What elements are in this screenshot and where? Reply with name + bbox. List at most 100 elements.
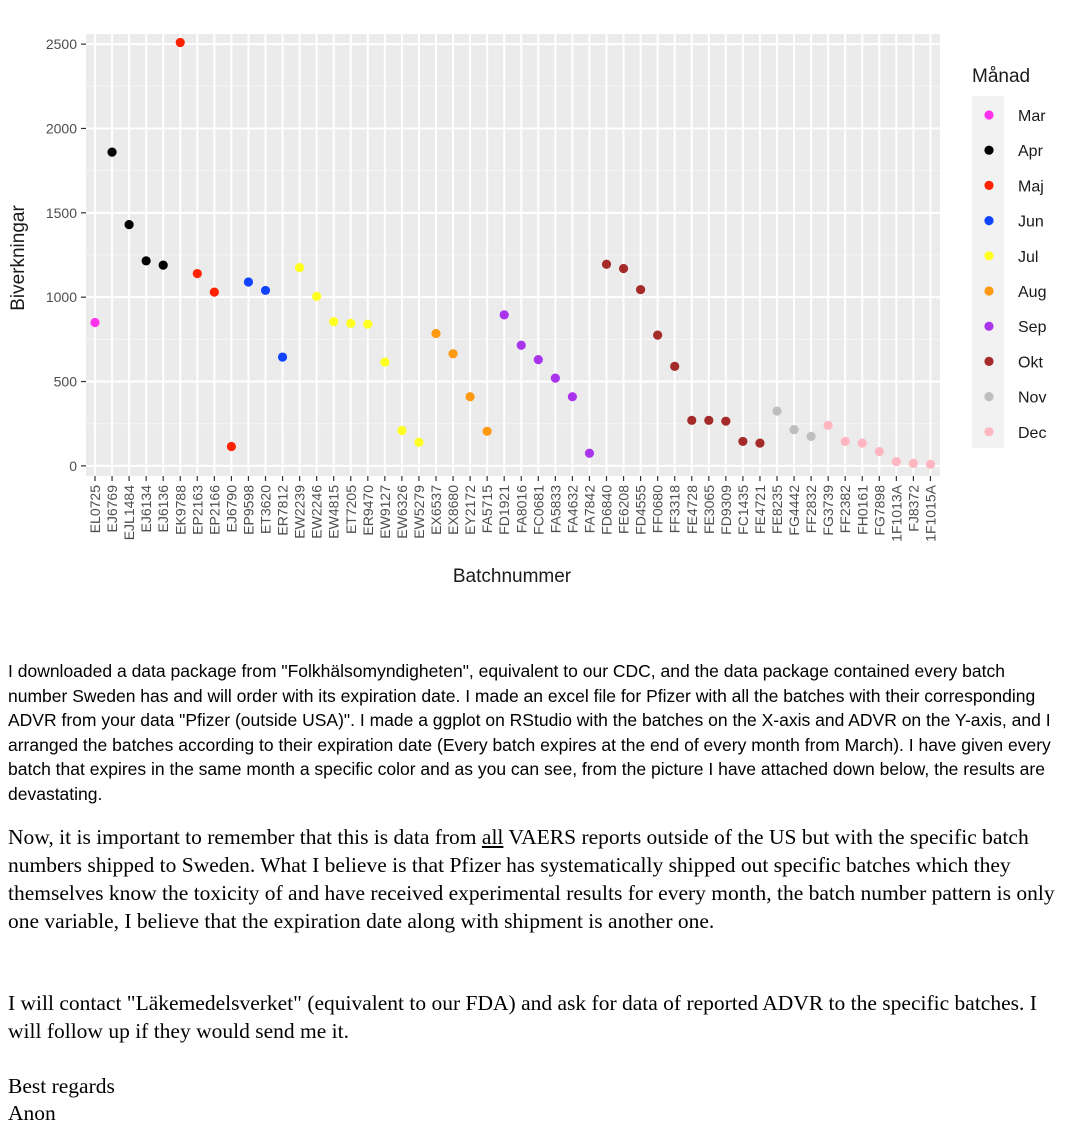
data-points — [90, 37, 936, 469]
paragraph-analysis-end: VAERS reports outside of the US but with… — [8, 825, 1055, 933]
legend-label-jun: Jun — [1018, 214, 1044, 231]
x-tick-label: FA7842 — [581, 485, 597, 533]
data-point-fd9309 — [721, 416, 731, 426]
data-point-fe8235 — [772, 406, 782, 416]
y-axis: 0 500 1000 1500 2000 2500 — [46, 36, 86, 474]
data-point-ew2246 — [312, 291, 322, 301]
data-point-fa5715 — [482, 426, 492, 436]
data-point-ff2832 — [806, 431, 816, 441]
data-point-ew4815 — [329, 317, 339, 327]
x-tick-label: FE8235 — [769, 485, 785, 534]
x-tick-label: FG4442 — [786, 485, 802, 536]
data-point-fj8372 — [908, 458, 919, 468]
x-tick-label: FE4728 — [684, 485, 700, 534]
data-point-er9470 — [363, 319, 373, 329]
x-tick-label: FD9309 — [718, 485, 734, 535]
data-point-fh0161 — [857, 438, 867, 448]
data-point-ew2239 — [295, 263, 305, 273]
grid-major — [86, 34, 940, 476]
x-tick-label: ET3620 — [258, 485, 274, 534]
x-tick-label: ER7812 — [275, 485, 291, 536]
data-point-et3620 — [260, 285, 271, 296]
data-point-fd1921 — [499, 310, 509, 320]
data-point-fg4442 — [789, 425, 799, 435]
x-tick-label: EW2239 — [292, 485, 308, 539]
data-point-el0725 — [90, 317, 100, 328]
underlined-word: all — [481, 825, 504, 849]
x-tick-label: EJL1484 — [121, 485, 137, 540]
paragraph-followup: I will contact "Läkemedelsverket" (equiv… — [8, 991, 1037, 1043]
legend-key-maj — [984, 180, 994, 190]
data-point-fd4555 — [636, 284, 646, 295]
y-tick-label: 0 — [69, 458, 77, 474]
x-tick-label: ET7205 — [343, 485, 359, 534]
data-point-ff2382 — [840, 436, 850, 447]
x-tick-label: EW9127 — [377, 485, 393, 539]
x-tick-label: FE3065 — [701, 485, 717, 534]
x-tick-label: FD1921 — [496, 485, 512, 535]
x-tick-label: 1F1015A — [922, 484, 938, 541]
x-tick-label: EJ6769 — [104, 485, 120, 533]
x-tick-label: FA8016 — [513, 485, 529, 533]
data-point-ey2172 — [465, 392, 475, 402]
legend-label-jul: Jul — [1018, 249, 1038, 266]
legend-label-nov: Nov — [1018, 390, 1046, 407]
data-point-ew9127 — [380, 357, 390, 367]
data-point-1f1015a — [925, 459, 936, 469]
legend-label-okt: Okt — [1018, 354, 1043, 371]
legend-key-aug — [984, 286, 994, 296]
legend-label-aug: Aug — [1018, 284, 1046, 301]
data-point-fa4632 — [567, 392, 578, 402]
data-point-ex6537 — [431, 328, 441, 339]
x-tick-label: EW2246 — [309, 485, 325, 539]
scatter-chart: 0 500 1000 1500 2000 2500 EL0725 EJ6769 EJL1484… — [8, 34, 1047, 587]
data-point-fc1435 — [738, 436, 748, 447]
x-tick-label: EL0725 — [87, 485, 103, 533]
data-point-fa7842 — [584, 448, 595, 458]
legend-key-nov — [984, 392, 994, 402]
x-tick-label: 1F1013A — [888, 484, 904, 541]
x-tick-label: EJ6136 — [155, 485, 171, 533]
data-point-fe6208 — [618, 263, 629, 274]
data-point-ep9598 — [243, 277, 254, 287]
y-tick-label: 500 — [54, 374, 78, 390]
data-point-er7812 — [277, 352, 288, 362]
data-point-ejl1484 — [124, 220, 134, 230]
x-tick-label: EJ6790 — [223, 485, 239, 533]
signature-name: Anon — [8, 1101, 56, 1125]
data-point-fe4728 — [687, 415, 697, 425]
legend-key-jun — [984, 216, 994, 226]
y-tick-label: 1000 — [46, 289, 77, 305]
x-tick-label: EW6326 — [394, 485, 410, 539]
legend-title: Månad — [972, 66, 1030, 87]
data-point-fc0681 — [533, 354, 543, 365]
data-point-ff0680 — [653, 330, 663, 340]
legend-key-jul — [984, 251, 994, 261]
x-tick-label: EP2163 — [189, 485, 205, 535]
data-point-fe3065 — [704, 415, 714, 425]
data-point-ep2163 — [192, 268, 202, 279]
legend-key-okt — [984, 356, 994, 366]
x-tick-label: FH0161 — [854, 485, 870, 535]
data-point-ff3318 — [670, 361, 680, 371]
data-point-fg3739 — [823, 420, 833, 430]
data-point-ej6134 — [141, 256, 151, 266]
data-point-fa5833 — [550, 373, 560, 383]
paragraph-analysis: Now, it is important to remember that th… — [8, 823, 1058, 935]
x-tick-label: EW5279 — [411, 485, 427, 539]
y-axis-title: Biverkningar — [8, 205, 29, 311]
paragraph-analysis-start: Now, it is important to remember that th… — [8, 825, 482, 849]
y-tick-label: 1500 — [46, 205, 77, 221]
legend-label-dec: Dec — [1018, 425, 1046, 442]
data-point-ej6136 — [158, 260, 168, 270]
data-point-1f1013a — [891, 457, 901, 467]
x-tick-label: FJ8372 — [905, 485, 921, 532]
signature-greeting: Best regards — [8, 1074, 115, 1098]
data-point-fg7898 — [874, 446, 884, 457]
x-tick-label: FA5715 — [479, 485, 495, 533]
x-tick-label: FD6840 — [599, 485, 615, 535]
data-point-ek9788 — [175, 37, 185, 48]
legend-label-mar: Mar — [1018, 108, 1046, 125]
x-tick-label: FD4555 — [633, 485, 649, 535]
x-tick-label: EX8680 — [445, 485, 461, 535]
